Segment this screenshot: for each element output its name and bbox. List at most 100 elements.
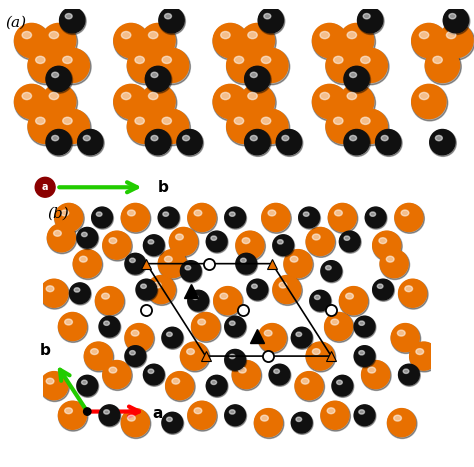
Circle shape [128, 110, 164, 146]
Circle shape [40, 372, 70, 402]
Circle shape [58, 313, 88, 342]
Circle shape [410, 342, 438, 370]
Circle shape [321, 261, 343, 283]
Ellipse shape [229, 410, 235, 414]
Circle shape [258, 324, 288, 354]
Circle shape [128, 48, 162, 83]
Circle shape [146, 130, 172, 156]
Ellipse shape [394, 415, 401, 421]
Circle shape [255, 409, 283, 437]
Circle shape [146, 67, 172, 93]
Circle shape [240, 85, 276, 121]
Ellipse shape [164, 256, 172, 262]
Ellipse shape [368, 367, 375, 373]
Circle shape [240, 85, 274, 119]
Circle shape [412, 24, 448, 60]
Circle shape [78, 130, 104, 156]
Circle shape [399, 365, 420, 386]
Ellipse shape [182, 135, 190, 141]
Ellipse shape [128, 210, 135, 216]
Ellipse shape [175, 234, 183, 240]
Ellipse shape [377, 284, 383, 289]
Ellipse shape [261, 415, 268, 421]
Ellipse shape [250, 135, 257, 141]
Circle shape [326, 109, 360, 143]
Circle shape [273, 276, 301, 304]
Circle shape [188, 204, 218, 234]
Ellipse shape [148, 31, 158, 39]
Circle shape [312, 85, 348, 121]
Circle shape [121, 409, 151, 439]
Ellipse shape [80, 256, 87, 262]
Ellipse shape [359, 321, 365, 325]
Ellipse shape [264, 14, 271, 19]
Circle shape [312, 85, 346, 119]
Ellipse shape [290, 256, 298, 262]
Circle shape [439, 24, 474, 60]
Circle shape [141, 85, 177, 121]
Ellipse shape [370, 212, 375, 216]
Circle shape [258, 7, 283, 33]
Circle shape [227, 110, 263, 146]
Circle shape [206, 375, 227, 396]
Circle shape [439, 23, 473, 58]
Circle shape [84, 342, 114, 372]
Circle shape [77, 375, 98, 396]
Circle shape [78, 129, 103, 155]
Ellipse shape [416, 349, 424, 354]
Circle shape [399, 364, 419, 385]
Ellipse shape [242, 238, 250, 244]
Ellipse shape [359, 351, 365, 355]
Circle shape [40, 280, 70, 309]
Circle shape [310, 290, 330, 311]
Ellipse shape [109, 238, 117, 244]
Circle shape [95, 287, 125, 317]
Circle shape [181, 261, 201, 282]
Circle shape [188, 204, 216, 232]
Circle shape [91, 207, 113, 229]
Circle shape [339, 287, 367, 315]
Circle shape [141, 85, 175, 119]
Circle shape [258, 8, 285, 35]
Circle shape [77, 227, 98, 248]
Circle shape [399, 280, 428, 309]
Ellipse shape [63, 117, 72, 124]
Circle shape [70, 283, 90, 304]
Circle shape [206, 231, 227, 252]
Circle shape [188, 290, 209, 311]
Ellipse shape [148, 369, 154, 374]
Circle shape [155, 48, 189, 83]
Ellipse shape [361, 57, 370, 64]
Circle shape [128, 49, 164, 85]
Circle shape [28, 48, 62, 83]
Ellipse shape [248, 31, 257, 39]
Ellipse shape [229, 212, 235, 216]
Ellipse shape [129, 258, 135, 262]
Circle shape [225, 207, 246, 229]
Circle shape [255, 409, 284, 439]
Text: b: b [158, 180, 169, 195]
Ellipse shape [312, 234, 320, 240]
Ellipse shape [436, 135, 442, 141]
Ellipse shape [49, 31, 59, 39]
Ellipse shape [331, 319, 338, 325]
Circle shape [357, 8, 384, 35]
Ellipse shape [277, 240, 283, 244]
Circle shape [321, 261, 342, 282]
Circle shape [144, 364, 164, 385]
Circle shape [146, 66, 171, 92]
Circle shape [443, 7, 469, 33]
Circle shape [353, 109, 387, 143]
Ellipse shape [49, 92, 59, 99]
Circle shape [380, 249, 408, 278]
Circle shape [232, 361, 262, 390]
Circle shape [58, 312, 87, 340]
Circle shape [430, 130, 456, 156]
Ellipse shape [104, 410, 109, 414]
Circle shape [332, 375, 354, 397]
Ellipse shape [261, 117, 271, 124]
Circle shape [365, 207, 386, 228]
Ellipse shape [320, 92, 329, 99]
Circle shape [158, 250, 188, 280]
Circle shape [339, 287, 369, 317]
